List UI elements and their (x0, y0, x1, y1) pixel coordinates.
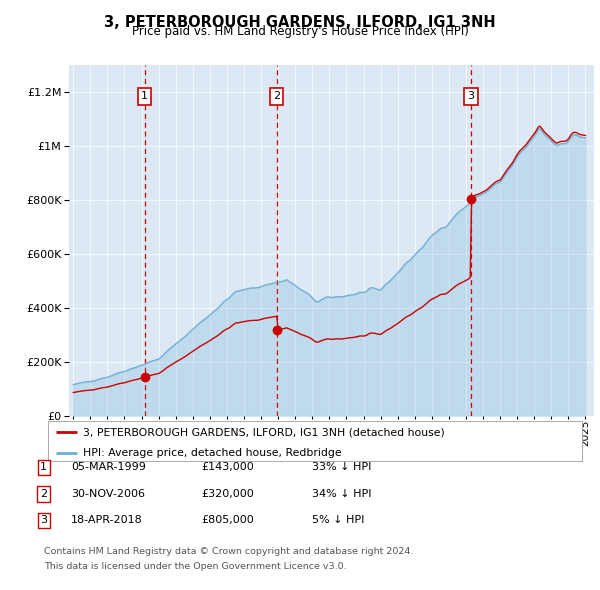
Text: 2: 2 (40, 489, 47, 499)
Text: £143,000: £143,000 (201, 463, 254, 472)
Text: 18-APR-2018: 18-APR-2018 (71, 516, 143, 525)
Text: 2: 2 (273, 91, 280, 101)
Text: 3, PETERBOROUGH GARDENS, ILFORD, IG1 3NH (detached house): 3, PETERBOROUGH GARDENS, ILFORD, IG1 3NH… (83, 428, 445, 438)
Text: 5% ↓ HPI: 5% ↓ HPI (312, 516, 364, 525)
Text: 3: 3 (467, 91, 475, 101)
Text: 34% ↓ HPI: 34% ↓ HPI (312, 489, 371, 499)
Text: 30-NOV-2006: 30-NOV-2006 (71, 489, 145, 499)
Text: Contains HM Land Registry data © Crown copyright and database right 2024.: Contains HM Land Registry data © Crown c… (44, 546, 413, 556)
Text: HPI: Average price, detached house, Redbridge: HPI: Average price, detached house, Redb… (83, 448, 341, 458)
Text: £805,000: £805,000 (201, 516, 254, 525)
Text: This data is licensed under the Open Government Licence v3.0.: This data is licensed under the Open Gov… (44, 562, 346, 571)
Text: 05-MAR-1999: 05-MAR-1999 (71, 463, 146, 472)
Text: 33% ↓ HPI: 33% ↓ HPI (312, 463, 371, 472)
Text: Price paid vs. HM Land Registry's House Price Index (HPI): Price paid vs. HM Land Registry's House … (131, 25, 469, 38)
Text: 1: 1 (141, 91, 148, 101)
Text: 3: 3 (40, 516, 47, 525)
Text: £320,000: £320,000 (201, 489, 254, 499)
Text: 3, PETERBOROUGH GARDENS, ILFORD, IG1 3NH: 3, PETERBOROUGH GARDENS, ILFORD, IG1 3NH (104, 15, 496, 30)
Text: 1: 1 (40, 463, 47, 472)
